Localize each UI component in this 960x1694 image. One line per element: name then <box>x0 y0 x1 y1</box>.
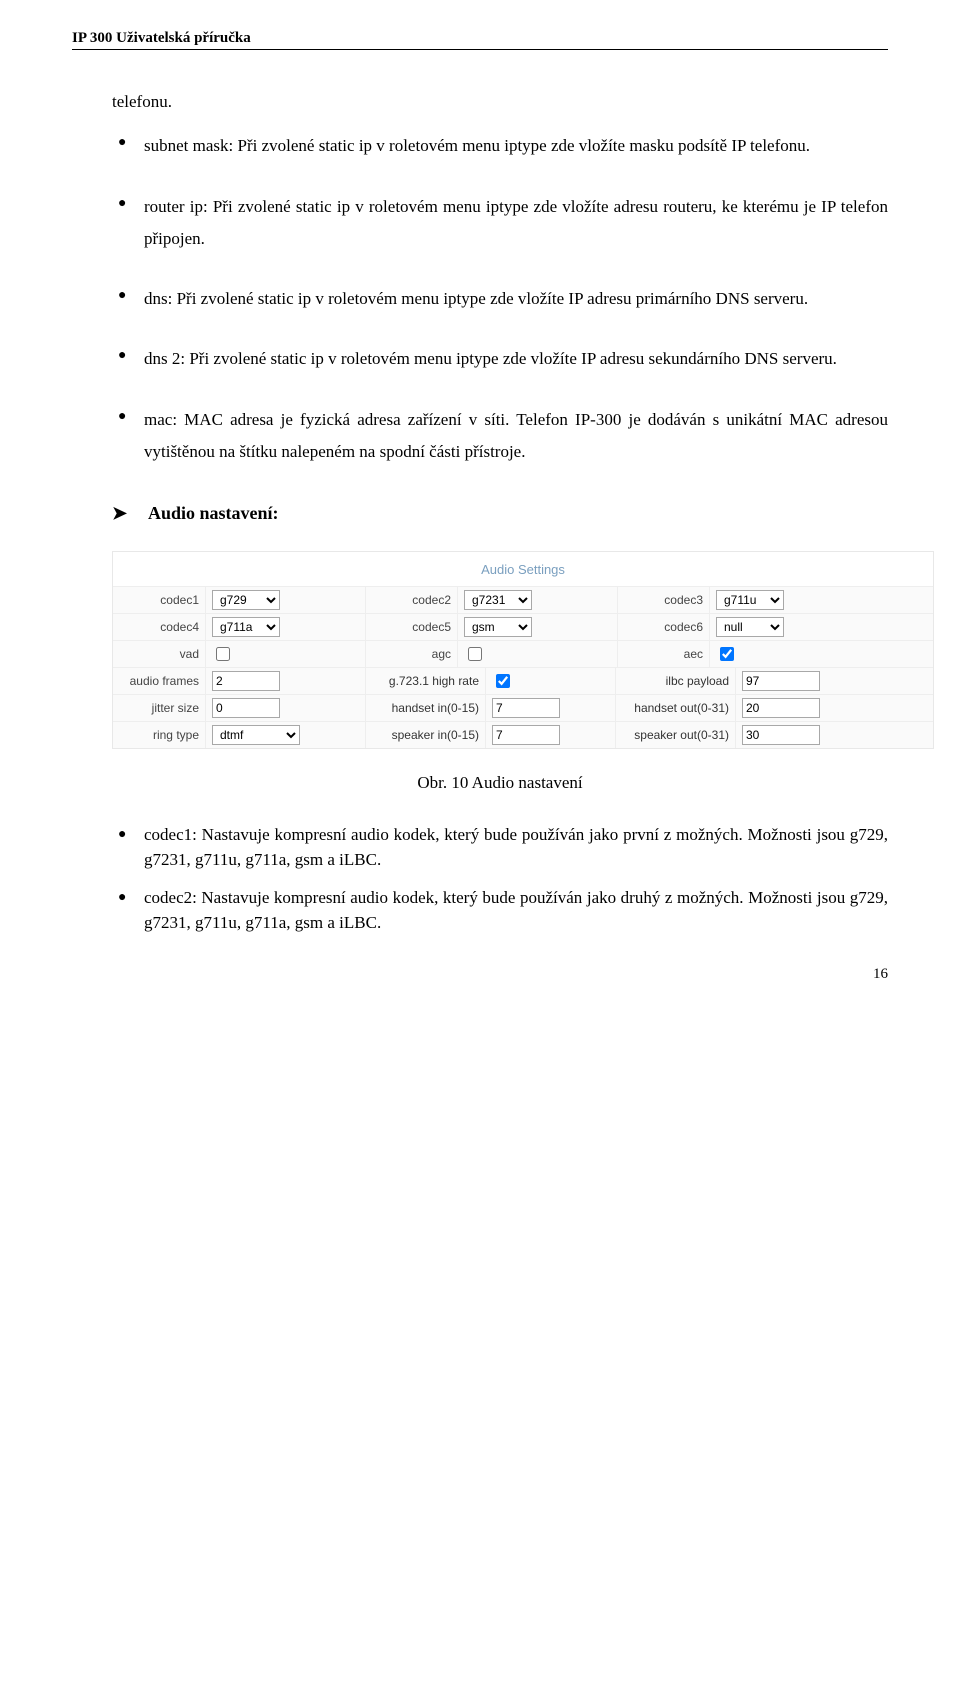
checkbox-aec[interactable] <box>720 647 734 661</box>
label-handset-in: handset in(0-15) <box>365 695 485 721</box>
label-vad: vad <box>113 641 205 667</box>
label-g7231-highrate: g.723.1 high rate <box>365 668 485 694</box>
label-agc: agc <box>365 641 457 667</box>
label-codec1: codec1 <box>113 587 205 613</box>
input-ilbc-payload[interactable] <box>742 671 820 691</box>
label-codec4: codec4 <box>113 614 205 640</box>
bullet-item: dns: Při zvolené static ip v roletovém m… <box>112 283 888 315</box>
select-codec6[interactable]: null <box>716 617 784 637</box>
label-audio-frames: audio frames <box>113 668 205 694</box>
audio-panel-title: Audio Settings <box>113 552 933 587</box>
section-heading-text: Audio nastavení: <box>148 496 279 530</box>
page-header: IP 300 Uživatelská příručka <box>72 30 888 50</box>
bullet-item: mac: MAC adresa je fyzická adresa zaříze… <box>112 404 888 469</box>
audio-row-codec-2: codec4 g711a codec5 gsm codec6 null <box>113 613 933 640</box>
label-codec3: codec3 <box>617 587 709 613</box>
intro-text: telefonu. <box>112 86 888 118</box>
label-codec5: codec5 <box>365 614 457 640</box>
checkbox-vad[interactable] <box>216 647 230 661</box>
audio-row-jitter: jitter size handset in(0-15) handset out… <box>113 694 933 721</box>
audio-settings-figure: Audio Settings codec1 g729 codec2 g7231 … <box>112 551 888 750</box>
bullet-list-1: subnet mask: Při zvolené static ip v rol… <box>112 130 888 468</box>
audio-row-codec-1: codec1 g729 codec2 g7231 codec3 g711u <box>113 586 933 613</box>
page-number: 16 <box>72 966 888 983</box>
select-codec5[interactable]: gsm <box>464 617 532 637</box>
select-codec2[interactable]: g7231 <box>464 590 532 610</box>
bullet-item: router ip: Při zvolené static ip v rolet… <box>112 191 888 256</box>
select-codec3[interactable]: g711u <box>716 590 784 610</box>
figure-caption: Obr. 10 Audio nastavení <box>112 767 888 799</box>
label-codec2: codec2 <box>365 587 457 613</box>
audio-settings-panel: Audio Settings codec1 g729 codec2 g7231 … <box>112 551 934 750</box>
audio-row-ring: ring type dtmf speaker in(0-15) speaker … <box>113 721 933 748</box>
audio-row-flags: vad agc aec <box>113 640 933 667</box>
bullet-item: subnet mask: Při zvolené static ip v rol… <box>112 130 888 162</box>
select-codec4[interactable]: g711a <box>212 617 280 637</box>
checkbox-g7231-highrate[interactable] <box>496 674 510 688</box>
label-codec6: codec6 <box>617 614 709 640</box>
input-speaker-out[interactable] <box>742 725 820 745</box>
select-ring-type[interactable]: dtmf <box>212 725 300 745</box>
label-handset-out: handset out(0-31) <box>615 695 735 721</box>
label-speaker-out: speaker out(0-31) <box>615 722 735 748</box>
label-aec: aec <box>617 641 709 667</box>
label-speaker-in: speaker in(0-15) <box>365 722 485 748</box>
bullet-item: codec1: Nastavuje kompresní audio kodek,… <box>112 822 888 873</box>
input-audio-frames[interactable] <box>212 671 280 691</box>
body-content: telefonu. subnet mask: Při zvolené stati… <box>72 86 888 936</box>
bullet-item: codec2: Nastavuje kompresní audio kodek,… <box>112 885 888 936</box>
input-handset-in[interactable] <box>492 698 560 718</box>
bullet-list-2: codec1: Nastavuje kompresní audio kodek,… <box>112 822 888 936</box>
document-page: IP 300 Uživatelská příručka telefonu. su… <box>0 0 960 1023</box>
checkbox-agc[interactable] <box>468 647 482 661</box>
label-jitter-size: jitter size <box>113 695 205 721</box>
select-codec1[interactable]: g729 <box>212 590 280 610</box>
bullet-item: dns 2: Při zvolené static ip v roletovém… <box>112 343 888 375</box>
arrow-icon: ➤ <box>112 496 148 530</box>
section-heading: ➤ Audio nastavení: <box>112 496 888 530</box>
input-handset-out[interactable] <box>742 698 820 718</box>
label-ilbc-payload: ilbc payload <box>615 668 735 694</box>
input-speaker-in[interactable] <box>492 725 560 745</box>
label-ring-type: ring type <box>113 722 205 748</box>
audio-row-frames: audio frames g.723.1 high rate ilbc payl… <box>113 667 933 694</box>
input-jitter-size[interactable] <box>212 698 280 718</box>
